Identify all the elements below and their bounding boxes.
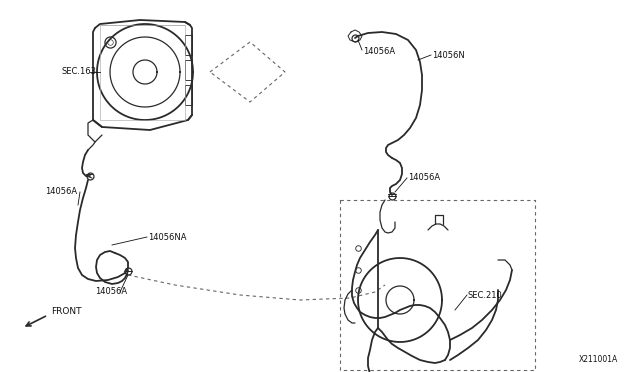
Text: SEC.163: SEC.163 — [62, 67, 97, 77]
Text: 14056N: 14056N — [432, 51, 465, 60]
Text: FRONT: FRONT — [51, 308, 81, 317]
Text: 14056A: 14056A — [95, 288, 127, 296]
Text: 14056A: 14056A — [408, 173, 440, 183]
Text: 14056NA: 14056NA — [148, 232, 186, 241]
Text: X211001A: X211001A — [579, 356, 618, 365]
Text: 14056A: 14056A — [45, 187, 77, 196]
Text: 14056A: 14056A — [363, 48, 395, 57]
Text: SEC.210: SEC.210 — [468, 291, 503, 299]
